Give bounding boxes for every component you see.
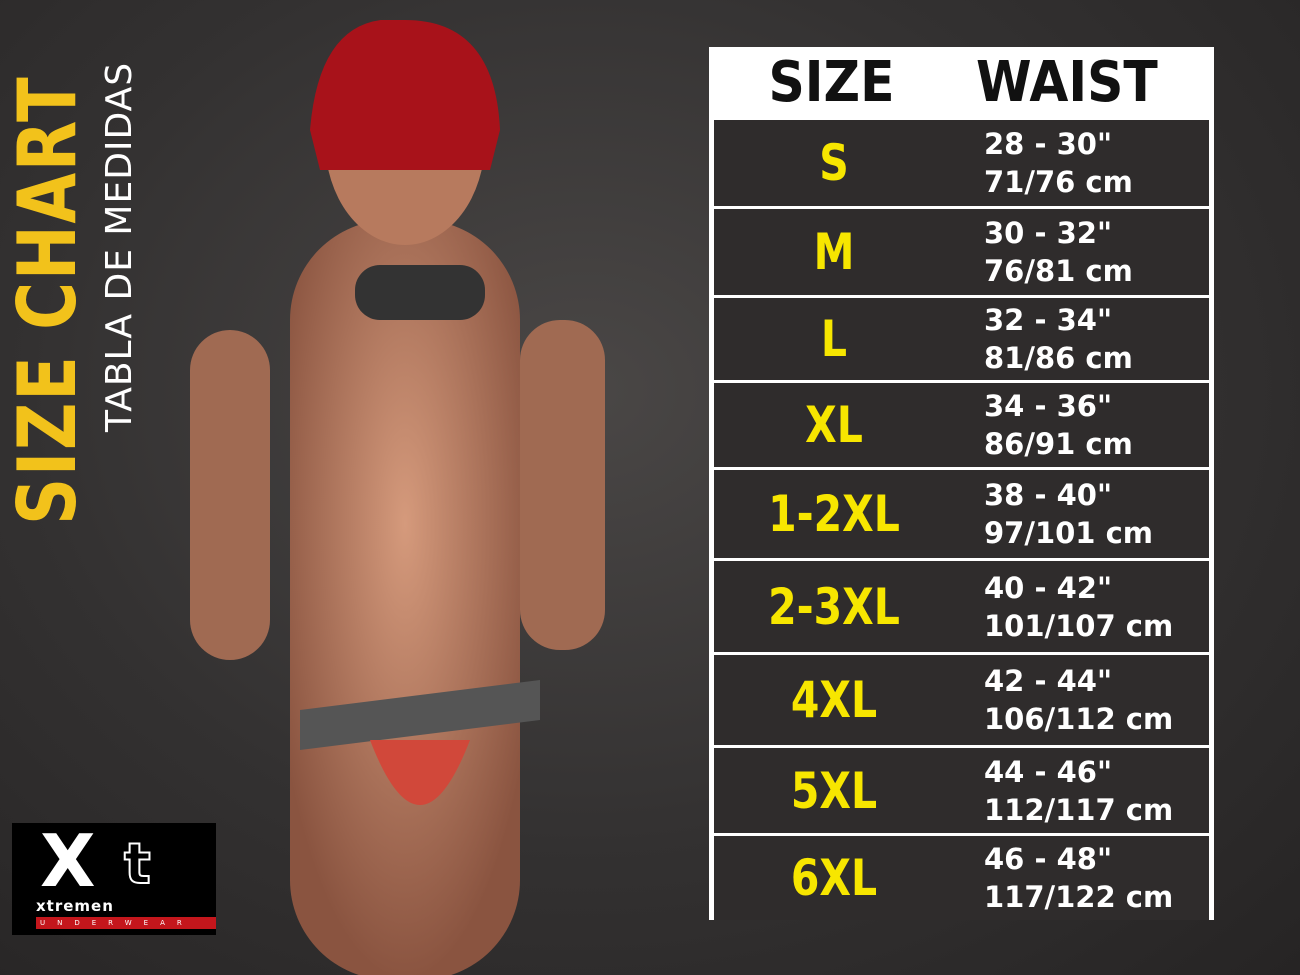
table-row: 5XL 44 - 46" 112/117 cm bbox=[714, 748, 1209, 833]
waist-inches: 40 - 42" bbox=[984, 570, 1113, 605]
size-label: 6XL bbox=[790, 849, 878, 907]
waist-cm: 101/107 cm bbox=[984, 608, 1174, 643]
size-label: 5XL bbox=[790, 761, 878, 820]
model-photo bbox=[190, 20, 605, 975]
waist-inches: 28 - 30" bbox=[984, 127, 1113, 161]
waist-inches: 44 - 46" bbox=[984, 754, 1113, 789]
size-label: M bbox=[813, 223, 855, 281]
waist-inches: 32 - 34" bbox=[984, 303, 1113, 337]
header-size: SIZE bbox=[768, 49, 895, 115]
table-row: 1-2XL 38 - 40" 97/101 cm bbox=[714, 470, 1209, 558]
size-label: 2-3XL bbox=[768, 577, 900, 636]
waist-cm: 97/101 cm bbox=[984, 516, 1153, 550]
size-label: XL bbox=[805, 396, 863, 454]
size-table: SIZE WAIST S 28 - 30" 71/76 cm M 30 - 32" 7… bbox=[709, 47, 1214, 920]
table-row: 4XL 42 - 44" 106/112 cm bbox=[714, 655, 1209, 745]
table-row: XL 34 - 36" 86/91 cm bbox=[714, 383, 1209, 467]
table-row: 6XL 46 - 48" 117/122 cm bbox=[714, 836, 1209, 920]
waist-inches: 42 - 44" bbox=[984, 664, 1113, 698]
waist-cm: 117/122 cm bbox=[984, 880, 1174, 914]
size-label: 4XL bbox=[790, 671, 878, 729]
page-title: SIZE CHART bbox=[1, 75, 94, 526]
waist-values: 38 - 40" 97/101 cm bbox=[954, 476, 1153, 552]
waist-cm: 71/76 cm bbox=[984, 165, 1133, 199]
logo-brand: xtremen bbox=[36, 897, 114, 915]
page-subtitle: TABLA DE MEDIDAS bbox=[99, 61, 140, 432]
waist-values: 30 - 32" 76/81 cm bbox=[954, 214, 1133, 290]
table-row: M 30 - 32" 76/81 cm bbox=[714, 209, 1209, 295]
waist-values: 34 - 36" 86/91 cm bbox=[954, 387, 1133, 463]
waist-values: 46 - 48" 117/122 cm bbox=[954, 840, 1173, 916]
header-waist: WAIST bbox=[976, 49, 1158, 115]
size-label: L bbox=[820, 310, 848, 368]
table-row: S 28 - 30" 71/76 cm bbox=[714, 120, 1209, 206]
waist-cm: 76/81 cm bbox=[984, 254, 1133, 288]
table-row: L 32 - 34" 81/86 cm bbox=[714, 298, 1209, 380]
waist-values: 40 - 42" 101/107 cm bbox=[954, 569, 1173, 645]
waist-cm: 112/117 cm bbox=[984, 792, 1174, 827]
size-label: S bbox=[819, 134, 849, 192]
waist-values: 44 - 46" 112/117 cm bbox=[954, 753, 1173, 829]
size-label: 1-2XL bbox=[768, 485, 900, 543]
logo-t: t bbox=[123, 832, 152, 897]
waist-values: 42 - 44" 106/112 cm bbox=[954, 662, 1173, 738]
table-row: 2-3XL 40 - 42" 101/107 cm bbox=[714, 561, 1209, 652]
table-header: SIZE WAIST bbox=[714, 47, 1209, 117]
waist-inches: 34 - 36" bbox=[984, 389, 1113, 423]
waist-inches: 30 - 32" bbox=[984, 216, 1113, 250]
waist-cm: 86/91 cm bbox=[984, 427, 1133, 461]
waist-inches: 38 - 40" bbox=[984, 478, 1113, 512]
waist-cm: 106/112 cm bbox=[984, 702, 1174, 736]
waist-inches: 46 - 48" bbox=[984, 842, 1113, 876]
waist-values: 28 - 30" 71/76 cm bbox=[954, 125, 1133, 201]
waist-cm: 81/86 cm bbox=[984, 341, 1133, 375]
brand-logo: X t xtremen UNDERWEAR bbox=[12, 823, 216, 935]
waist-values: 32 - 34" 81/86 cm bbox=[954, 301, 1133, 377]
logo-tagline: UNDERWEAR bbox=[36, 917, 216, 929]
logo-x: X bbox=[40, 823, 96, 903]
